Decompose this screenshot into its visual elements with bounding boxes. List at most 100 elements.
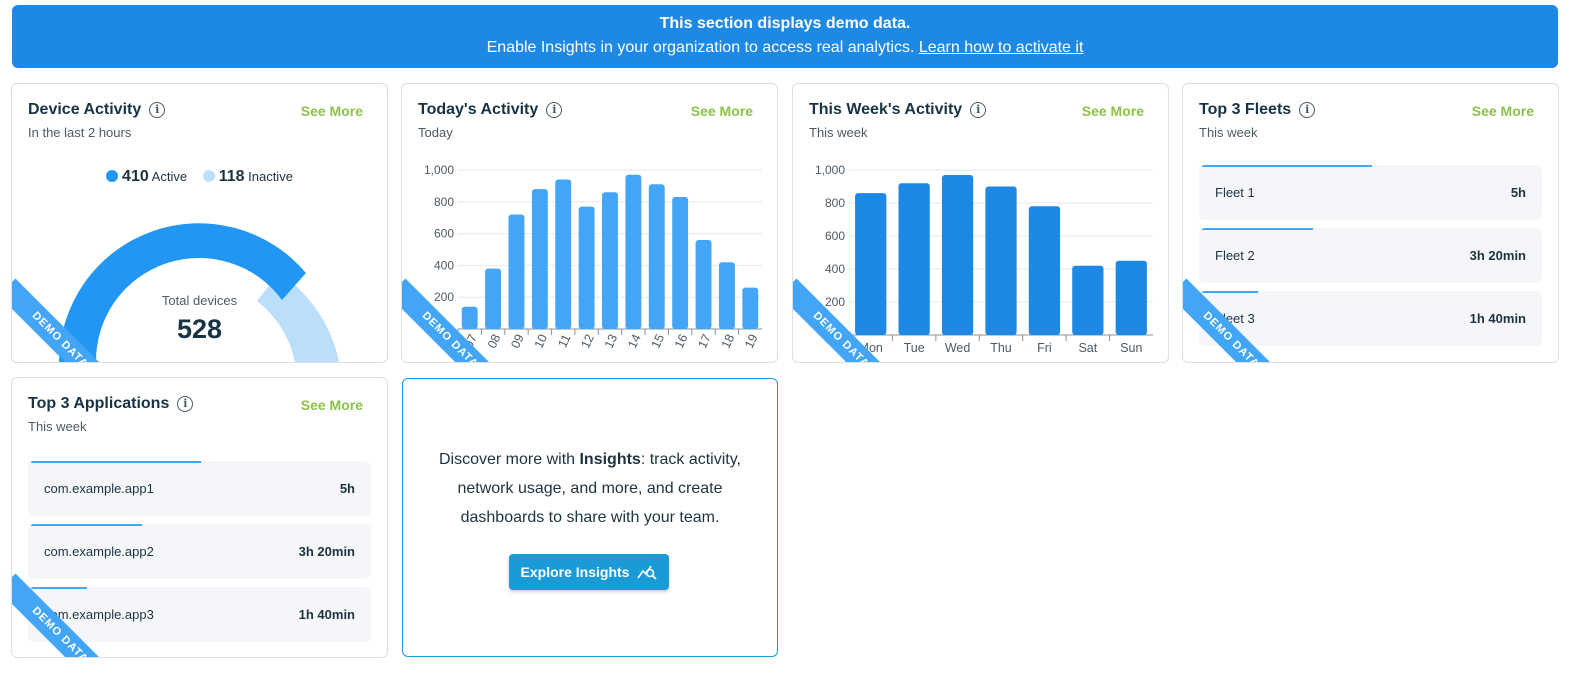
- x-tick-label: 13: [602, 332, 621, 351]
- active-dot-icon: [106, 170, 119, 182]
- app-item[interactable]: com.example.app3 1h 40min: [28, 587, 371, 642]
- bar: [941, 174, 974, 335]
- bar: [461, 306, 478, 329]
- card-title: Today's Activity i: [418, 101, 563, 119]
- bar: [855, 193, 887, 335]
- info-icon[interactable]: i: [149, 102, 166, 118]
- fleet-usage-bar: [1202, 228, 1313, 230]
- x-tick-label: Thu: [990, 341, 1012, 355]
- card-title: Top 3 Applications i: [28, 395, 194, 413]
- card-subtitle: In the last 2 hours: [28, 125, 132, 140]
- x-tick-label: 16: [672, 332, 691, 351]
- x-tick-label: 10: [532, 332, 551, 351]
- app-usage-bar: [31, 461, 201, 463]
- card-subtitle: This week: [28, 419, 87, 434]
- bar: [485, 268, 502, 329]
- device-gauge: [59, 223, 339, 362]
- y-tick-label: 800: [434, 195, 454, 209]
- device-activity-card: Device Activity i In the last 2 hours Se…: [11, 83, 388, 363]
- x-tick-label: 15: [649, 332, 668, 351]
- bar: [695, 239, 712, 329]
- bar: [648, 184, 665, 329]
- top-apps-card: Top 3 Applications i This week See More …: [11, 377, 388, 658]
- card-title: Top 3 Fleets i: [1199, 101, 1316, 119]
- bar: [578, 206, 595, 329]
- banner-message: Enable Insights in your organization to …: [12, 39, 1558, 57]
- info-icon[interactable]: i: [546, 102, 563, 118]
- bar: [742, 287, 759, 329]
- see-more-link[interactable]: See More: [690, 103, 753, 119]
- card-title: Device Activity i: [28, 101, 166, 119]
- activate-link[interactable]: Learn how to activate it: [918, 39, 1084, 56]
- bar: [508, 214, 525, 329]
- x-tick-label: 19: [742, 332, 761, 351]
- x-tick-label: 18: [719, 332, 738, 351]
- x-tick-label: Wed: [945, 341, 971, 355]
- x-tick-label: Sat: [1078, 341, 1097, 355]
- fleet-item[interactable]: Fleet 2 3h 20min: [1199, 228, 1542, 283]
- explore-insights-button[interactable]: Explore Insights: [509, 554, 669, 590]
- bar: [602, 192, 618, 329]
- total-devices-value: 528: [176, 314, 223, 344]
- x-tick-label: 14: [625, 332, 644, 351]
- see-more-link[interactable]: See More: [1471, 103, 1534, 119]
- device-legend: 410 Active 118 Inactive: [12, 168, 387, 186]
- info-icon[interactable]: i: [970, 102, 987, 118]
- bar: [625, 174, 642, 329]
- banner-title: This section displays demo data.: [659, 15, 911, 32]
- see-more-link[interactable]: See More: [1081, 103, 1144, 119]
- app-usage-bar: [31, 524, 142, 526]
- see-more-link[interactable]: See More: [300, 103, 363, 119]
- fleet-item[interactable]: Fleet 1 5h: [1199, 165, 1542, 220]
- see-more-link[interactable]: See More: [300, 397, 363, 413]
- demo-data-banner: This section displays demo data. Enable …: [12, 5, 1558, 68]
- app-item[interactable]: com.example.app1 5h: [28, 461, 371, 516]
- card-title: This Week's Activity i: [809, 101, 987, 119]
- x-tick-label: 12: [578, 332, 597, 351]
- todays-activity-card: Today's Activity i Today See More 200 400…: [401, 83, 778, 363]
- card-subtitle: This week: [809, 125, 868, 140]
- x-tick-label: Fri: [1037, 341, 1052, 355]
- x-tick-label: 17: [695, 332, 714, 351]
- card-subtitle: Today: [418, 125, 453, 140]
- y-tick-label: 200: [434, 290, 454, 304]
- x-tick-label: Sun: [1120, 341, 1142, 355]
- y-tick-label: 400: [825, 262, 845, 276]
- bar: [1028, 206, 1061, 335]
- fleet-item[interactable]: Fleet 3 1h 40min: [1199, 291, 1542, 346]
- y-tick-label: 800: [825, 196, 845, 210]
- fleet-usage-bar: [1202, 165, 1372, 167]
- app-item[interactable]: com.example.app2 3h 20min: [28, 524, 371, 579]
- gauge-active-arc: [59, 223, 306, 362]
- bar: [1115, 260, 1147, 335]
- bar: [672, 197, 689, 329]
- y-tick-label: 200: [825, 295, 845, 309]
- banner-text: Enable Insights in your organization to …: [486, 39, 915, 56]
- promo-text: Discover more with Insights: track activ…: [439, 451, 741, 526]
- bar: [1072, 265, 1104, 335]
- info-icon[interactable]: i: [1299, 102, 1316, 118]
- y-tick-label: 600: [434, 227, 454, 241]
- y-tick-label: 400: [434, 258, 454, 272]
- y-tick-label: 1,000: [424, 163, 454, 177]
- bar: [898, 183, 930, 335]
- legend-inactive: 118 Inactive: [202, 168, 293, 185]
- y-tick-label: 600: [825, 229, 845, 243]
- x-tick-label: 08: [485, 332, 504, 351]
- top-fleets-card: Top 3 Fleets i This week See More Fleet …: [1182, 83, 1559, 363]
- x-tick-label: 11: [555, 332, 573, 350]
- bar: [985, 186, 1017, 335]
- app-usage-bar: [31, 587, 88, 589]
- gauge-inactive-arc: [257, 273, 339, 362]
- y-tick-label: 1,000: [815, 163, 845, 177]
- bar: [718, 262, 735, 329]
- fleet-usage-bar: [1202, 291, 1259, 293]
- total-devices-label: Total devices: [161, 293, 238, 308]
- x-tick-label: 09: [508, 332, 527, 351]
- legend-active: 410 Active: [106, 168, 191, 185]
- insights-search-icon: [637, 565, 658, 580]
- info-icon[interactable]: i: [177, 396, 194, 412]
- card-subtitle: This week: [1199, 125, 1258, 140]
- bar: [531, 189, 548, 329]
